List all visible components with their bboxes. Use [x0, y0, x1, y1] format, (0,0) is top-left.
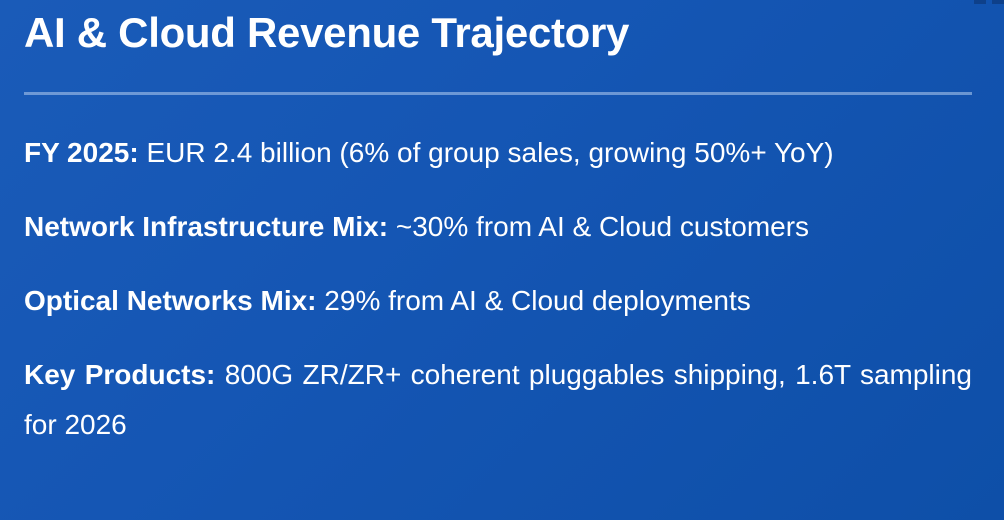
control-mark-icon — [992, 0, 1004, 4]
item-text: EUR 2.4 billion (6% of group sales, grow… — [146, 137, 834, 168]
bullet-list: FY 2025: EUR 2.4 billion (6% of group sa… — [24, 128, 972, 474]
list-item-key-products: Key Products: 800G ZR/ZR+ coherent plugg… — [24, 350, 972, 450]
list-item-network-infrastructure: Network Infrastructure Mix: ~30% from AI… — [24, 202, 972, 252]
item-label: Optical Networks Mix: — [24, 285, 325, 316]
item-text: 800G ZR/ZR+ coherent pluggables shipping… — [24, 359, 972, 440]
slide-title: AI & Cloud Revenue Trajectory — [24, 9, 630, 56]
title-divider — [24, 92, 972, 95]
list-item-fy2025: FY 2025: EUR 2.4 billion (6% of group sa… — [24, 128, 972, 178]
item-label: Network Infrastructure Mix: — [24, 211, 396, 242]
item-label: Key Products: — [24, 359, 225, 390]
window-controls-icon — [974, 0, 1004, 4]
control-mark-icon — [974, 0, 986, 4]
list-item-optical-networks: Optical Networks Mix: 29% from AI & Clou… — [24, 276, 972, 326]
item-text: ~30% from AI & Cloud customers — [395, 211, 810, 242]
item-label: FY 2025: — [24, 137, 147, 168]
item-text: 29% from AI & Cloud deployments — [324, 285, 751, 316]
